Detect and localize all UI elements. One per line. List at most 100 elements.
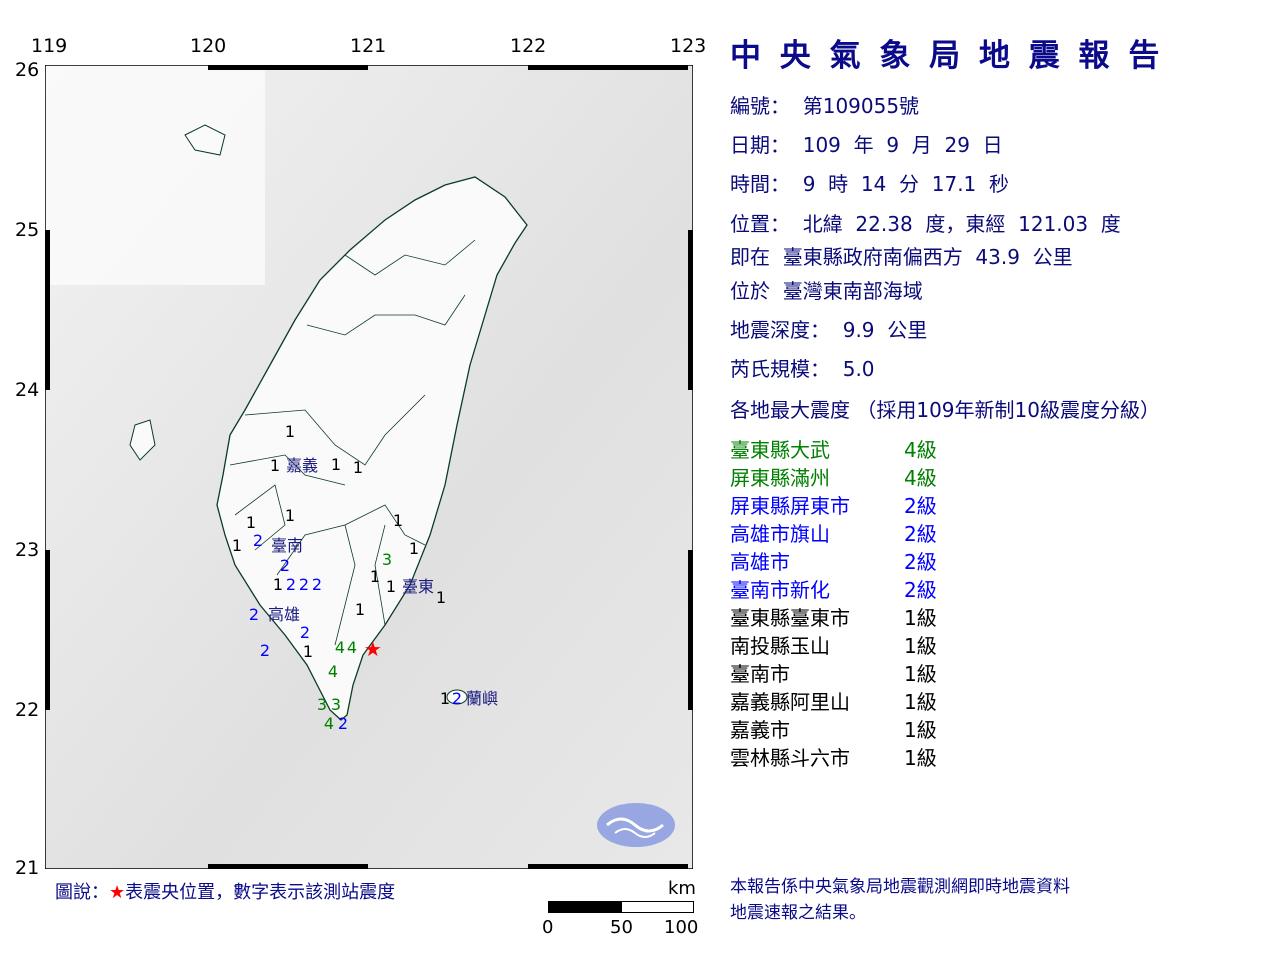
station-intensity: 2 [337, 714, 349, 733]
station-place: 高雄市旗山 [730, 522, 830, 546]
scale-label: 100 [664, 917, 699, 938]
lon-tick: 121 [350, 35, 387, 57]
scale-label: 0 [542, 917, 554, 938]
report-magnitude: 芮氏規模： 5.0 [730, 357, 875, 381]
station-level: 2級 [904, 522, 937, 546]
station-place: 嘉義市 [730, 718, 790, 742]
station-level: 2級 [904, 578, 937, 602]
station-intensity: 1 [284, 422, 296, 441]
station-intensity: 3 [330, 695, 342, 714]
report-depth: 地震深度： 9.9 公里 [730, 318, 928, 342]
legend-prefix: 圖說： [55, 882, 109, 903]
taiwan-island [216, 176, 528, 721]
station-place: 臺東縣臺東市 [730, 606, 850, 630]
city-label: 臺東 [401, 577, 435, 596]
intensity-row: 臺南市新化 2級 [730, 574, 937, 603]
station-place: 臺南市 [730, 662, 790, 686]
station-level: 1級 [904, 690, 937, 714]
station-intensity: 1 [392, 511, 404, 530]
scale-unit: km [668, 878, 696, 899]
station-intensity: 1 [385, 577, 397, 596]
scale-label: 50 [610, 917, 633, 938]
intensity-row: 嘉義市 1級 [730, 714, 937, 743]
report-date: 日期： 109 年 9 月 29 日 [730, 133, 1003, 157]
station-intensity: 4 [346, 638, 358, 657]
intensity-row: 屏東縣屏東市 2級 [730, 490, 937, 519]
station-intensity: 2 [299, 623, 311, 642]
report-region: 位於 臺灣東南部海域 [730, 279, 923, 303]
station-intensity: 1 [330, 455, 342, 474]
station-level: 4級 [904, 438, 937, 462]
station-level: 2級 [904, 494, 937, 518]
report-title: 中 央 氣 象 局 地 震 報 告 [730, 38, 1164, 74]
report-time: 時間： 9 時 14 分 17.1 秒 [730, 172, 1009, 196]
station-level: 1級 [904, 606, 937, 630]
station-intensity: 1 [435, 588, 447, 607]
intensity-row: 臺東縣大武 4級 [730, 434, 937, 463]
intensity-row: 雲林縣斗六市 1級 [730, 742, 937, 771]
station-place: 南投縣玉山 [730, 634, 830, 658]
station-intensity: 2 [311, 575, 323, 594]
lon-tick: 119 [31, 35, 68, 57]
lat-tick: 22 [15, 699, 40, 721]
station-intensity: 1 [302, 642, 314, 661]
intensity-row: 臺南市 1級 [730, 658, 937, 687]
lat-tick: 21 [15, 857, 40, 879]
station-level: 2級 [904, 550, 937, 574]
scale-bar-white [621, 901, 694, 913]
station-place: 高雄市 [730, 550, 790, 574]
footnote-line-1: 本報告係中央氣象局地震觀測網即時地震資料 [730, 877, 1070, 897]
footnote-line-2: 地震速報之結果。 [730, 903, 866, 923]
legend-text: 表震央位置，數字表示該測站震度 [125, 882, 396, 903]
scale-bar-black [548, 901, 623, 913]
station-intensity: 2 [451, 689, 463, 708]
station-place: 臺東縣大武 [730, 438, 830, 462]
station-intensity: 2 [248, 605, 260, 624]
station-intensity: 1 [352, 458, 364, 477]
station-intensity: 1 [272, 575, 284, 594]
report-relative-location: 即在 臺東縣政府南偏西方 43.9 公里 [730, 245, 1073, 269]
city-label: 臺南 [270, 536, 304, 555]
intensity-row: 南投縣玉山 1級 [730, 630, 937, 659]
lon-tick: 120 [190, 35, 227, 57]
station-intensity: 4 [323, 714, 335, 733]
mainland-china [45, 65, 265, 285]
county-borders [229, 239, 476, 646]
station-place: 屏東縣屏東市 [730, 494, 850, 518]
earthquake-map: 1 1 1 1 1 1 1 2 2 1 2 2 2 2 2 2 1 1 4 4 4 3 3 4 2 3 1 1 1 1 1 1 2 嘉義 臺南 高雄臺… [44, 64, 694, 870]
station-intensity: 1 [231, 536, 243, 555]
station-intensity: 1 [369, 567, 381, 586]
station-intensity: 2 [298, 575, 310, 594]
report-number: 編號： 第109055號 [730, 94, 920, 118]
station-place: 臺南市新化 [730, 578, 830, 602]
intensity-row: 高雄市旗山 2級 [730, 518, 937, 547]
intensity-row: 臺東縣臺東市 1級 [730, 602, 937, 631]
city-label: 蘭嶼 [465, 689, 499, 708]
station-intensity: 4 [334, 638, 346, 657]
station-intensity: 3 [316, 695, 328, 714]
station-place: 嘉義縣阿里山 [730, 690, 850, 714]
station-level: 4級 [904, 466, 937, 490]
city-label: 嘉義 [285, 456, 319, 475]
epicenter-star-icon: ★ [363, 637, 382, 662]
station-intensity: 1 [284, 506, 296, 525]
station-intensity: 2 [285, 575, 297, 594]
station-place: 屏東縣滿州 [730, 466, 830, 490]
matsu-islands [184, 124, 226, 156]
lat-tick: 23 [15, 539, 40, 561]
lat-tick: 25 [15, 219, 40, 241]
map-legend: 圖說：★表震央位置，數字表示該測站震度 [55, 878, 395, 904]
intensity-row: 屏東縣滿州 4級 [730, 462, 937, 491]
intensity-row: 嘉義縣阿里山 1級 [730, 686, 937, 715]
intensity-row: 高雄市 2級 [730, 546, 937, 575]
station-level: 1級 [904, 718, 937, 742]
station-intensity: 1 [269, 456, 281, 475]
station-intensity: 2 [259, 641, 271, 660]
station-intensity: 1 [408, 539, 420, 558]
report-position: 位置： 北緯 22.38 度，東經 121.03 度 [730, 212, 1121, 236]
star-icon: ★ [109, 882, 126, 903]
penghu-islands [129, 419, 156, 461]
lon-tick: 123 [670, 35, 707, 57]
station-intensity: 1 [354, 600, 366, 619]
station-intensity: 4 [327, 662, 339, 681]
